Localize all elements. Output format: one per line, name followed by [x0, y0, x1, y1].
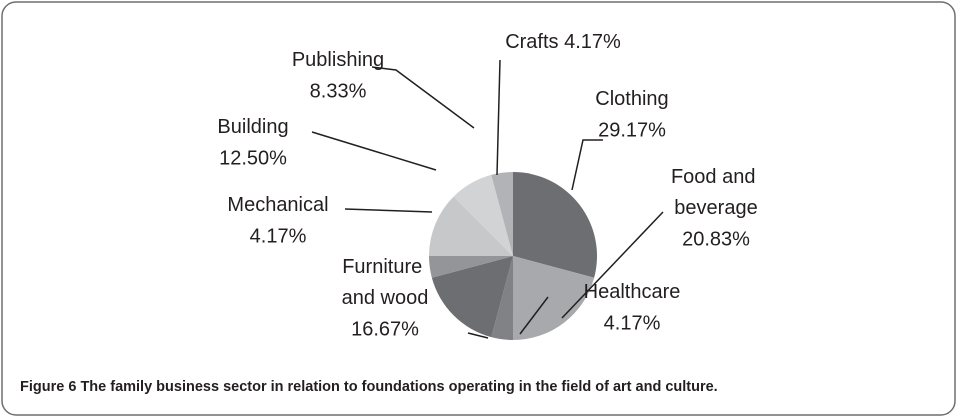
category-label: Healthcare	[584, 281, 681, 303]
caption-text: The family business sector in relation t…	[80, 379, 718, 395]
caption: Figure 6 The family business sector in r…	[20, 378, 780, 396]
category-line: Mechanical	[227, 194, 328, 216]
pie-slice	[491, 256, 514, 341]
pie-slice	[513, 256, 595, 340]
leader-line	[496, 59, 501, 176]
pie-slice	[513, 172, 597, 278]
value-label: 4.17%	[250, 225, 307, 247]
pie-slice	[429, 255, 513, 278]
pie-slice	[429, 196, 513, 256]
leader-line	[467, 332, 489, 339]
value-label: 29.17%	[598, 119, 666, 141]
category-label: Furniture and wood	[342, 256, 429, 309]
category-label: Building	[217, 116, 288, 138]
category-line: Building	[217, 116, 288, 138]
category-line: and wood	[342, 287, 429, 309]
pie-slice	[431, 256, 513, 338]
value-label: 8.33%	[310, 80, 367, 102]
category-line: Healthcare	[584, 281, 681, 303]
category-label: Food and beverage	[671, 166, 761, 219]
category-line: Food and	[671, 166, 761, 188]
category-line: Furniture	[342, 256, 428, 278]
value-label: 16.67%	[351, 318, 419, 340]
value-label: 12.50%	[219, 147, 287, 169]
pie-slice	[453, 174, 513, 256]
category-label: Mechanical	[227, 194, 328, 216]
leader-line	[519, 296, 549, 335]
leader-line	[571, 139, 603, 191]
value-label: 4.17%	[604, 312, 661, 334]
category-line: Publishing	[292, 49, 384, 71]
category-line: Clothing	[595, 88, 668, 110]
category-line: beverage	[674, 197, 757, 219]
slice-label: Crafts 4.17%	[505, 31, 621, 53]
category-label: Publishing	[292, 49, 384, 71]
value-label: 4.17%	[564, 31, 621, 53]
value-label: 20.83%	[682, 228, 750, 250]
pie-slice	[491, 172, 513, 256]
leader-line	[311, 131, 437, 171]
leader-line	[371, 66, 475, 129]
leader-line	[561, 211, 664, 319]
caption-label: Figure 6	[20, 379, 77, 395]
category-label: Crafts	[505, 31, 558, 53]
category-label: Clothing	[595, 88, 668, 110]
leader-line	[344, 208, 433, 213]
